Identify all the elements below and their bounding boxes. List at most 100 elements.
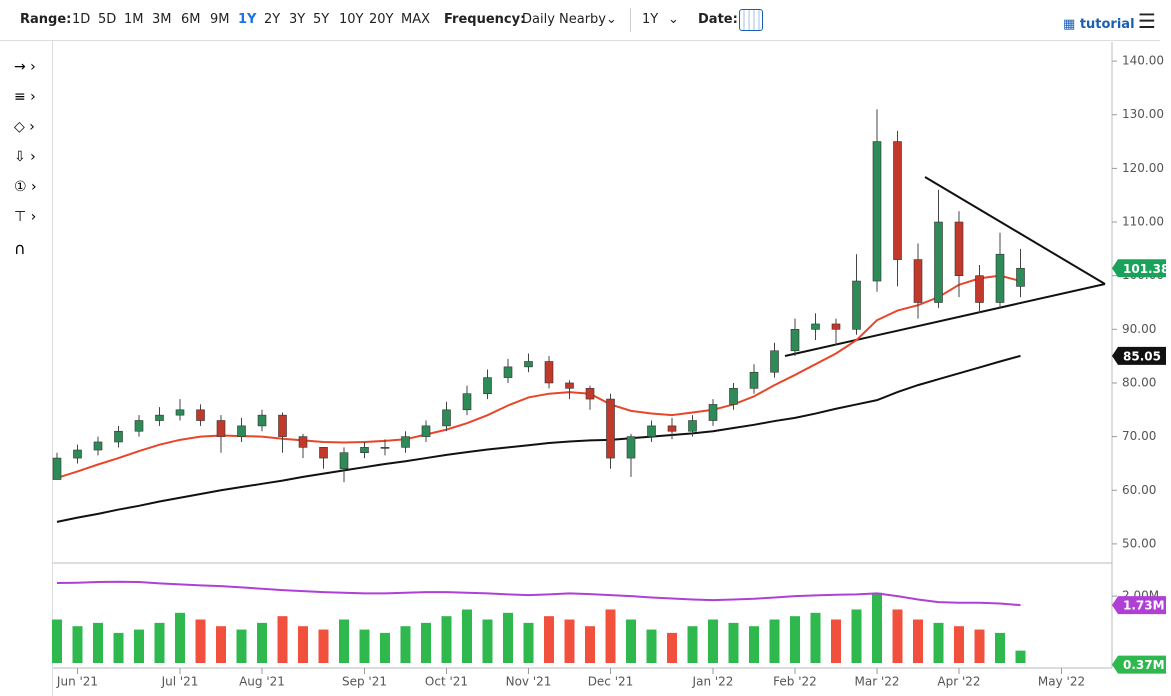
candle-body xyxy=(298,436,308,448)
y-tick-label: 130.00 xyxy=(1122,107,1164,121)
candle-body xyxy=(503,366,513,378)
candle-body xyxy=(934,221,943,303)
tutorial-link[interactable]: ▦ tutorial xyxy=(1063,17,1135,32)
range-button[interactable]: 1M xyxy=(124,12,144,27)
chevron[interactable]: ⌄ xyxy=(606,12,617,27)
candle-body xyxy=(565,382,574,389)
volume-bar xyxy=(441,616,452,663)
last-price-label: 101.38 xyxy=(1123,262,1169,276)
volume-bar xyxy=(236,629,247,663)
x-tick-label: Apr '22 xyxy=(937,675,980,689)
chevron[interactable]: ⌄ xyxy=(668,12,679,27)
x-tick-label: May '22 xyxy=(1038,675,1085,689)
candle-body xyxy=(278,414,287,437)
volume-label-box xyxy=(1112,655,1166,674)
tool-button[interactable]: ⊤ › xyxy=(14,209,37,225)
candle-body xyxy=(319,447,328,459)
candle-body xyxy=(114,430,123,443)
volume-bar xyxy=(195,619,206,663)
period-select[interactable]: 1Y xyxy=(642,12,659,27)
range-button[interactable]: 10Y xyxy=(339,12,364,27)
volume-average-label-box xyxy=(1112,596,1166,615)
volume-bar xyxy=(708,619,718,663)
range-button[interactable]: 9M xyxy=(210,12,230,27)
volume-bar xyxy=(462,609,472,663)
x-tick-label: Nov '21 xyxy=(506,675,552,689)
tool-button[interactable]: → › xyxy=(14,59,36,75)
y-tick-label: 140.00 xyxy=(1122,54,1164,68)
tutorial-text[interactable]: tutorial xyxy=(1079,17,1135,32)
average-price-label-box xyxy=(1112,346,1166,365)
volume-average-label: 1.73M xyxy=(1123,599,1165,613)
volume-bar xyxy=(892,609,903,663)
volume-bar xyxy=(72,626,83,663)
volume-bar xyxy=(790,616,800,663)
volume-bar xyxy=(482,619,493,663)
range-label: Range: xyxy=(20,12,72,27)
candle-body xyxy=(975,275,984,303)
candle-body xyxy=(626,436,636,459)
candle-body xyxy=(257,414,267,427)
range-button[interactable]: 6M xyxy=(181,12,201,27)
range-button[interactable]: 2Y xyxy=(264,12,281,27)
volume-bar xyxy=(339,619,349,663)
volume-bar xyxy=(544,616,554,663)
candle-body xyxy=(462,393,472,411)
x-tick-label: Jul '21 xyxy=(161,675,199,689)
tool-button[interactable]: ∩ xyxy=(14,239,26,258)
volume-bar xyxy=(954,626,964,663)
y-tick-label: 110.00 xyxy=(1122,215,1164,229)
range-button[interactable]: 1Y xyxy=(238,12,257,27)
volume-bar xyxy=(687,626,698,663)
range-button[interactable]: 3M xyxy=(152,12,172,27)
range-button[interactable]: 5D xyxy=(98,12,117,27)
calendar-button[interactable] xyxy=(739,9,763,31)
volume-bar xyxy=(769,619,780,663)
frequency-select[interactable]: Daily Nearby xyxy=(522,12,607,27)
range-button[interactable]: 3Y xyxy=(289,12,306,27)
y-tick-label: 2.00M xyxy=(1122,589,1159,603)
volume-bar xyxy=(93,622,103,663)
range-button[interactable]: 5Y xyxy=(313,12,330,27)
menu-button[interactable]: ☰ xyxy=(1138,9,1156,33)
candle-body xyxy=(606,398,615,459)
volume-bar xyxy=(749,626,759,663)
tool-button[interactable]: ① › xyxy=(14,179,37,195)
candle-body xyxy=(339,452,349,470)
tool-button[interactable]: ⇩ › xyxy=(14,149,36,165)
x-tick-label: Sep '21 xyxy=(342,675,387,689)
volume-bar xyxy=(667,632,677,663)
x-tick-label: Mar '22 xyxy=(854,675,899,689)
volume-bar xyxy=(503,612,513,663)
candle-body xyxy=(913,259,923,303)
x-tick-label: Dec '21 xyxy=(588,675,634,689)
volume-bar xyxy=(175,612,185,663)
candle-body xyxy=(175,409,185,416)
volume-bar xyxy=(52,619,62,663)
volume-bar xyxy=(974,629,985,663)
candle-body xyxy=(237,425,246,437)
range-button[interactable]: 1D xyxy=(72,12,91,27)
range-button[interactable]: 20Y xyxy=(369,12,394,27)
candle-body xyxy=(790,329,800,352)
trendline xyxy=(784,283,1106,357)
volume-bar xyxy=(298,626,308,663)
x-tick-label: Oct '21 xyxy=(425,675,468,689)
average-price-label: 85.05 xyxy=(1123,349,1161,363)
candle-body xyxy=(73,449,82,459)
candle-body xyxy=(770,350,779,373)
candle-body xyxy=(401,436,410,448)
volume-bar xyxy=(605,609,616,663)
toolbar: Range: 1D 5D 1M 3M 6M 9M 1Y 2Y 3Y 5Y 10Y… xyxy=(0,0,1160,41)
volume-bar xyxy=(523,622,534,663)
separator xyxy=(630,8,631,32)
volume-bar xyxy=(626,619,636,663)
volume-bar xyxy=(400,626,411,663)
range-button[interactable]: MAX xyxy=(401,12,431,27)
volume-bar xyxy=(933,622,944,663)
tool-button[interactable]: ◇ › xyxy=(14,119,35,135)
y-tick-label: 60.00 xyxy=(1122,483,1156,497)
tool-button[interactable]: ≡ › xyxy=(14,89,36,105)
